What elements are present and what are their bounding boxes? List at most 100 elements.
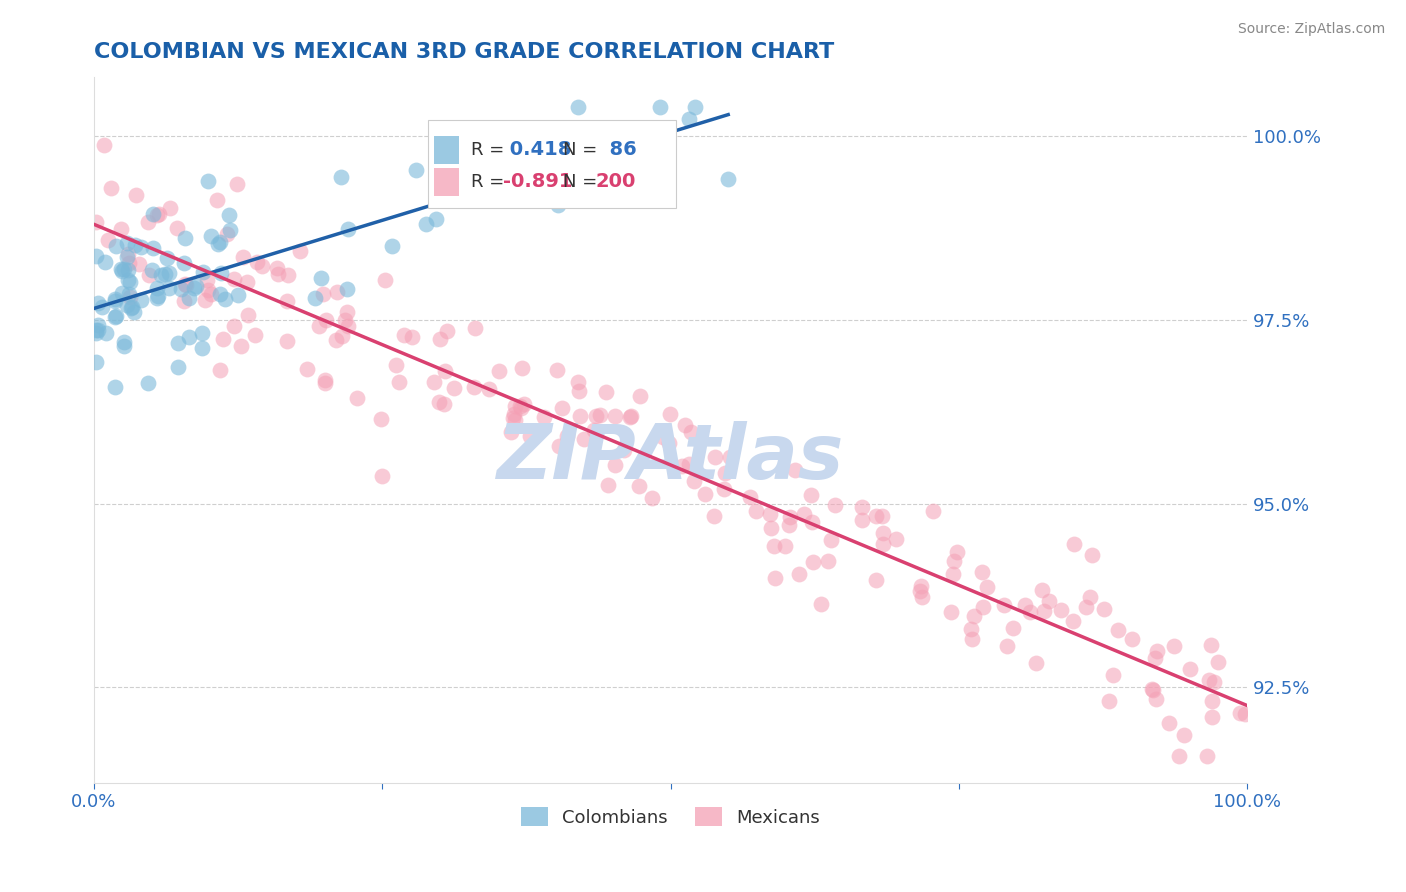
Point: [1157, 716, 1180, 731]
Point: [194, 293, 217, 307]
Point: [173, 256, 195, 270]
Point: [436, 324, 458, 338]
Point: [911, 591, 934, 605]
Point: [110, 262, 132, 277]
Point: [336, 305, 359, 319]
Point: [392, 328, 415, 343]
Point: [173, 294, 195, 309]
Point: [267, 267, 290, 281]
FancyBboxPatch shape: [429, 120, 676, 208]
Point: [266, 261, 288, 276]
Point: [146, 281, 169, 295]
Point: [787, 567, 810, 582]
Point: [620, 409, 643, 424]
Point: [136, 376, 159, 390]
Point: [401, 329, 423, 343]
Point: [588, 408, 610, 422]
Point: [433, 396, 456, 410]
Point: [908, 583, 931, 598]
Point: [159, 201, 181, 215]
Point: [1101, 667, 1123, 681]
Point: [142, 207, 165, 221]
Point: [800, 488, 823, 502]
Point: [86, 323, 108, 337]
Point: [100, 181, 122, 195]
Point: [84, 215, 107, 229]
Point: [405, 162, 427, 177]
Point: [970, 565, 993, 579]
Point: [603, 458, 626, 472]
Text: -0.891: -0.891: [503, 172, 572, 191]
Point: [519, 429, 541, 443]
Point: [510, 361, 533, 376]
Point: [546, 363, 568, 377]
Point: [671, 458, 693, 473]
Point: [598, 478, 620, 492]
Point: [585, 409, 607, 423]
Point: [995, 639, 1018, 653]
FancyBboxPatch shape: [434, 136, 460, 164]
Text: R =: R =: [471, 173, 510, 191]
Point: [1199, 638, 1222, 652]
Point: [547, 198, 569, 212]
Point: [1038, 593, 1060, 607]
Point: [115, 250, 138, 264]
Point: [605, 134, 627, 148]
Legend: Colombians, Mexicans: Colombians, Mexicans: [513, 800, 828, 834]
Point: [488, 364, 510, 378]
Point: [145, 208, 167, 222]
Point: [595, 384, 617, 399]
Point: [197, 283, 219, 297]
Point: [243, 327, 266, 342]
Point: [824, 499, 846, 513]
Point: [1092, 602, 1115, 616]
Point: [1121, 632, 1143, 647]
Point: [309, 271, 332, 285]
Point: [425, 211, 447, 226]
Point: [783, 463, 806, 477]
Point: [200, 287, 222, 301]
Point: [276, 293, 298, 308]
Point: [153, 267, 176, 281]
Point: [370, 412, 392, 426]
Point: [1201, 694, 1223, 708]
Point: [695, 487, 717, 501]
Point: [337, 318, 360, 333]
Point: [84, 249, 107, 263]
Point: [1098, 693, 1121, 707]
Point: [276, 334, 298, 348]
Point: [1143, 651, 1166, 665]
Point: [326, 285, 349, 299]
Point: [226, 178, 249, 192]
Point: [1019, 606, 1042, 620]
Point: [884, 532, 907, 546]
Point: [1002, 621, 1025, 635]
Point: [87, 295, 110, 310]
Point: [346, 391, 368, 405]
Point: [759, 508, 782, 522]
Point: [195, 273, 218, 287]
Point: [157, 280, 180, 294]
Point: [229, 338, 252, 352]
Point: [111, 286, 134, 301]
Point: [679, 425, 702, 439]
Point: [122, 305, 145, 319]
Point: [605, 409, 627, 423]
Point: [177, 330, 200, 344]
Point: [112, 339, 135, 353]
Point: [236, 309, 259, 323]
Point: [1142, 683, 1164, 698]
Point: [744, 504, 766, 518]
Point: [470, 130, 492, 145]
Point: [865, 508, 887, 523]
Point: [86, 326, 108, 340]
Point: [678, 457, 700, 471]
Point: [191, 265, 214, 279]
Point: [336, 282, 359, 296]
Point: [236, 275, 259, 289]
Point: [337, 222, 360, 236]
Point: [87, 323, 110, 337]
Point: [183, 281, 205, 295]
Point: [218, 208, 240, 222]
Point: [385, 359, 408, 373]
